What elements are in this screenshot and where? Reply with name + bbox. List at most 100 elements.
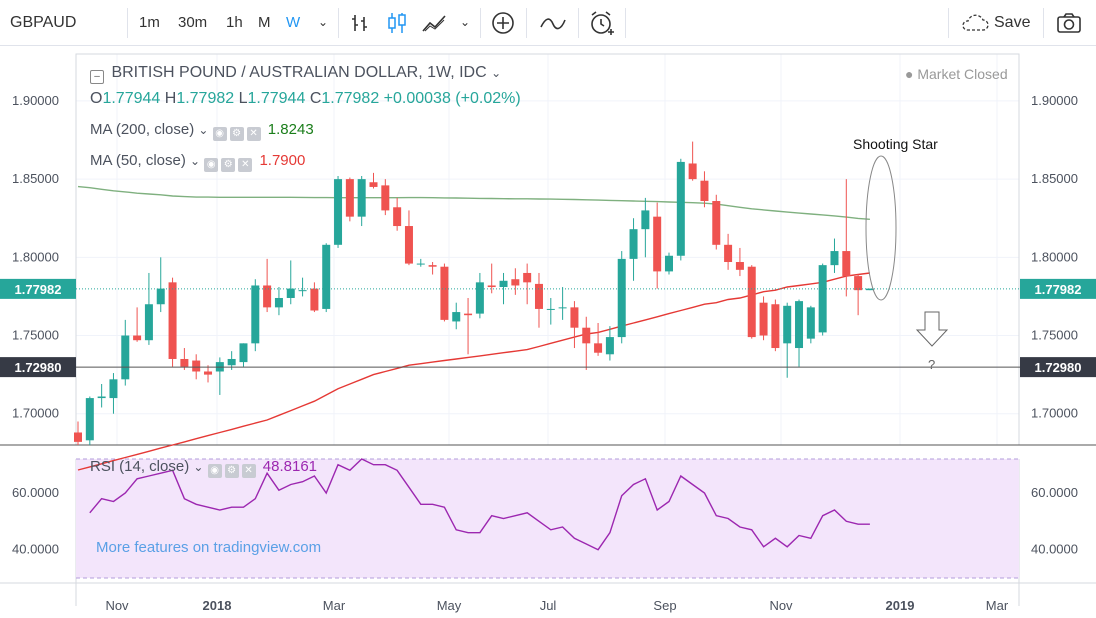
- rsi-line: [89, 458, 870, 551]
- candle-body: [641, 210, 650, 230]
- candle: [712, 194, 721, 250]
- cloud-icon[interactable]: [960, 14, 990, 32]
- gear-icon[interactable]: ⚙: [229, 127, 244, 141]
- axes: 1.70000 1.70000 1.75000 1.75000 1.80000 1.800…: [0, 93, 1096, 613]
- toolbar-divider: [578, 8, 579, 38]
- close-icon[interactable]: ✕: [246, 127, 261, 141]
- candle-body: [842, 251, 851, 277]
- candle-body: [854, 276, 863, 291]
- ma200-label: MA (200, close): [90, 121, 195, 138]
- close-icon[interactable]: ✕: [241, 464, 256, 478]
- candle: [795, 299, 804, 367]
- candle: [263, 258, 272, 313]
- save-button[interactable]: Save: [994, 14, 1031, 31]
- eye-icon[interactable]: ◉: [204, 158, 219, 172]
- candle: [357, 175, 366, 227]
- ma200-value: 1.8243: [267, 121, 314, 138]
- interval-1m[interactable]: 1m: [139, 14, 160, 31]
- alarm-icon[interactable]: [588, 10, 616, 38]
- rsi-band: [76, 459, 1019, 578]
- candle-body: [310, 288, 319, 311]
- close-value: 1.77982: [321, 90, 380, 107]
- rsi-path: [89, 458, 870, 551]
- price-chart[interactable]: 1.70000 1.70000 1.75000 1.75000 1.80000 1.800…: [0, 46, 1096, 618]
- candle-body: [286, 288, 295, 298]
- candle: [85, 396, 94, 445]
- y-tick-label-left: 1.90000: [12, 93, 59, 108]
- ma50-legend[interactable]: MA (50, close) ⌄ ◉ ⚙ ✕ 1.7900: [90, 152, 305, 172]
- interval-week[interactable]: W: [286, 14, 301, 31]
- plus-circle-icon[interactable]: [491, 11, 515, 35]
- toolbar-divider: [1043, 8, 1044, 38]
- rsi-legend[interactable]: RSI (14, close) ⌄ ◉ ⚙ ✕ 48.8161: [90, 458, 317, 478]
- y-tick-label-left: 1.70000: [12, 406, 59, 421]
- y-tick-label-left: 1.85000: [12, 171, 59, 186]
- candle: [499, 272, 508, 305]
- symbol-search[interactable]: GBPAUD: [10, 14, 77, 31]
- candle: [345, 177, 354, 222]
- gear-icon[interactable]: ⚙: [224, 464, 239, 478]
- eye-icon[interactable]: ◉: [212, 127, 227, 141]
- rsi-band-lines: [76, 458, 1019, 579]
- candle-body: [605, 337, 614, 355]
- shooting-star-label: Shooting Star: [853, 136, 938, 152]
- candle-body: [783, 305, 792, 344]
- candle: [688, 141, 697, 181]
- candle-body: [298, 290, 307, 292]
- ma200-legend[interactable]: MA (200, close) ⌄ ◉ ⚙ ✕ 1.8243: [90, 121, 314, 141]
- candle: [487, 263, 496, 294]
- candle-body: [251, 285, 260, 344]
- candle-body: [688, 163, 697, 180]
- bar-chart-icon[interactable]: [350, 13, 370, 33]
- candle: [617, 251, 626, 344]
- candle: [156, 257, 165, 313]
- chevron-down-icon[interactable]: ⌄: [318, 15, 329, 29]
- candle-body: [274, 297, 283, 308]
- interval-month[interactable]: M: [258, 14, 271, 31]
- rsi-tick-label-right: 40.0000: [1031, 542, 1078, 557]
- candle-body: [322, 244, 331, 309]
- candle: [274, 287, 283, 316]
- candles-icon[interactable]: [386, 11, 408, 35]
- level-tag-left-bg: [0, 357, 76, 378]
- chevron-down-icon[interactable]: ⌄: [460, 15, 471, 29]
- eye-icon[interactable]: ◉: [207, 464, 222, 478]
- line-icon[interactable]: [539, 15, 567, 31]
- camera-icon[interactable]: [1056, 12, 1082, 34]
- y-tick-label-right: 1.80000: [1031, 249, 1078, 264]
- price-lines: [0, 288, 1096, 368]
- low-value: 1.77944: [247, 90, 306, 107]
- candle-body: [475, 282, 484, 314]
- chevron-down-icon[interactable]: ⌄: [491, 66, 502, 80]
- candle-body: [440, 266, 449, 320]
- chevron-down-icon[interactable]: ⌄: [190, 154, 201, 168]
- candle-body: [818, 265, 827, 333]
- candle-body: [865, 288, 874, 291]
- candle: [546, 297, 555, 325]
- candle: [700, 171, 709, 208]
- interval-1h[interactable]: 1h: [226, 14, 243, 31]
- candle-body: [428, 265, 437, 267]
- candle-body: [558, 307, 567, 309]
- area-chart-icon[interactable]: [422, 13, 448, 33]
- candle-body: [369, 182, 378, 187]
- chevron-down-icon[interactable]: ⌄: [198, 123, 209, 137]
- x-tick-label: Jul: [540, 598, 557, 613]
- chevron-down-icon[interactable]: ⌄: [193, 460, 204, 474]
- candle-body: [570, 307, 579, 328]
- candle: [310, 282, 319, 313]
- watermark[interactable]: More features on tradingview.com: [96, 539, 321, 556]
- candle-body: [345, 179, 354, 217]
- y-tick-label-right: 1.90000: [1031, 93, 1078, 108]
- interval-30m[interactable]: 30m: [178, 14, 208, 31]
- annotations: Shooting Star ?: [853, 136, 949, 372]
- candle-body: [168, 282, 177, 359]
- candle-body: [239, 343, 248, 363]
- candle: [369, 172, 378, 189]
- candle: [334, 175, 343, 248]
- gear-icon[interactable]: ⚙: [221, 158, 236, 172]
- candle: [605, 326, 614, 361]
- close-icon[interactable]: ✕: [238, 158, 253, 172]
- x-tick-label: Mar: [986, 598, 1009, 613]
- collapse-icon[interactable]: –: [90, 70, 104, 84]
